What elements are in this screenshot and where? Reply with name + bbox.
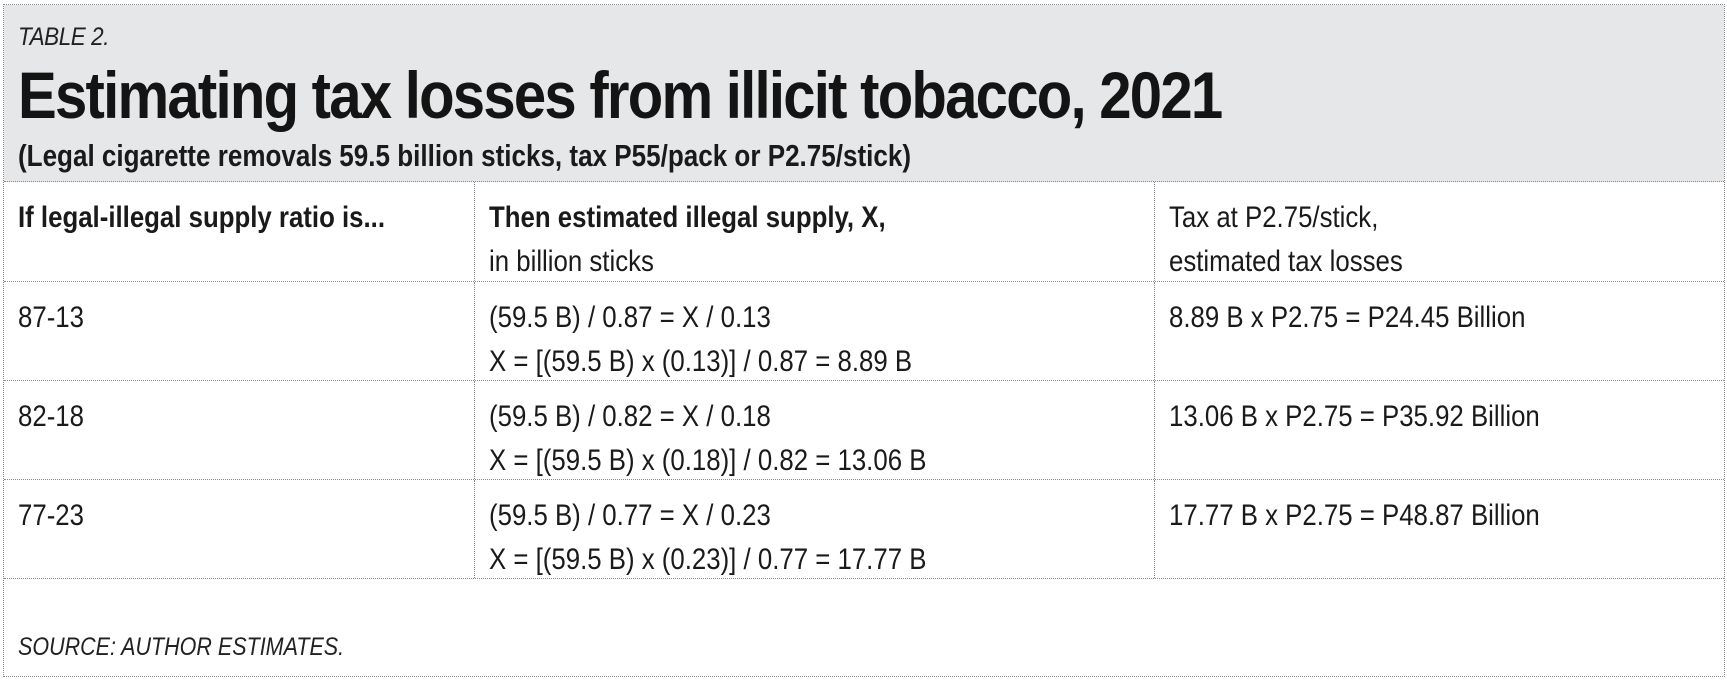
tax-loss-value: 8.89 B x P2.75 = P24.45 Billion: [1169, 301, 1526, 334]
ratio-cell: 87-13: [4, 282, 474, 380]
supply-cell: (59.5 B) / 0.77 = X / 0.23 X = [(59.5 B)…: [474, 480, 1154, 578]
supply-cell: (59.5 B) / 0.82 = X / 0.18 X = [(59.5 B)…: [474, 381, 1154, 479]
column-header-supply: Then estimated illegal supply, X, in bil…: [474, 182, 1154, 281]
supply-solution: X = [(59.5 B) x (0.13)] / 0.87 = 8.89 B: [489, 345, 913, 378]
column-header-row: If legal-illegal supply ratio is... Then…: [4, 182, 1724, 282]
ratio-value: 82-18: [18, 400, 84, 433]
column-header-line: If legal-illegal supply ratio is...: [18, 201, 386, 234]
ratio-value: 77-23: [18, 499, 84, 532]
tax-cell: 13.06 B x P2.75 = P35.92 Billion: [1154, 381, 1726, 479]
table-row: 87-13 (59.5 B) / 0.87 = X / 0.13 X = [(5…: [4, 282, 1724, 381]
ratio-value: 87-13: [18, 301, 84, 334]
supply-solution: X = [(59.5 B) x (0.18)] / 0.82 = 13.06 B: [489, 444, 927, 477]
tax-cell: 17.77 B x P2.75 = P48.87 Billion: [1154, 480, 1726, 578]
column-header-subline: estimated tax losses: [1169, 245, 1403, 278]
supply-equation: (59.5 B) / 0.82 = X / 0.18: [489, 400, 771, 433]
supply-equation: (59.5 B) / 0.87 = X / 0.13: [489, 301, 771, 334]
supply-solution: X = [(59.5 B) x (0.23)] / 0.77 = 17.77 B: [489, 543, 927, 576]
table-row: 82-18 (59.5 B) / 0.82 = X / 0.18 X = [(5…: [4, 381, 1724, 480]
column-header-ratio: If legal-illegal supply ratio is...: [4, 182, 474, 281]
table-row: 77-23 (59.5 B) / 0.77 = X / 0.23 X = [(5…: [4, 480, 1724, 579]
ratio-cell: 77-23: [4, 480, 474, 578]
column-header-tax: Tax at P2.75/stick, estimated tax losses: [1154, 182, 1726, 281]
tax-loss-value: 13.06 B x P2.75 = P35.92 Billion: [1169, 400, 1540, 433]
table-subtitle: (Legal cigarette removals 59.5 billion s…: [18, 138, 912, 173]
ratio-cell: 82-18: [4, 381, 474, 479]
table-frame: TABLE 2. Estimating tax losses from illi…: [3, 4, 1725, 677]
tax-loss-value: 17.77 B x P2.75 = P48.87 Billion: [1169, 499, 1540, 532]
column-header-line: Tax at P2.75/stick,: [1169, 201, 1379, 234]
table-header: TABLE 2. Estimating tax losses from illi…: [4, 5, 1724, 182]
supply-equation: (59.5 B) / 0.77 = X / 0.23: [489, 499, 771, 532]
table-number-label: TABLE 2.: [18, 23, 110, 51]
column-header-subline: in billion sticks: [489, 245, 654, 278]
source-note: SOURCE: AUTHOR ESTIMATES.: [18, 633, 345, 661]
supply-cell: (59.5 B) / 0.87 = X / 0.13 X = [(59.5 B)…: [474, 282, 1154, 380]
tax-cell: 8.89 B x P2.75 = P24.45 Billion: [1154, 282, 1726, 380]
table-title: Estimating tax losses from illicit tobac…: [18, 58, 1223, 132]
column-header-line: Then estimated illegal supply, X,: [489, 201, 886, 234]
